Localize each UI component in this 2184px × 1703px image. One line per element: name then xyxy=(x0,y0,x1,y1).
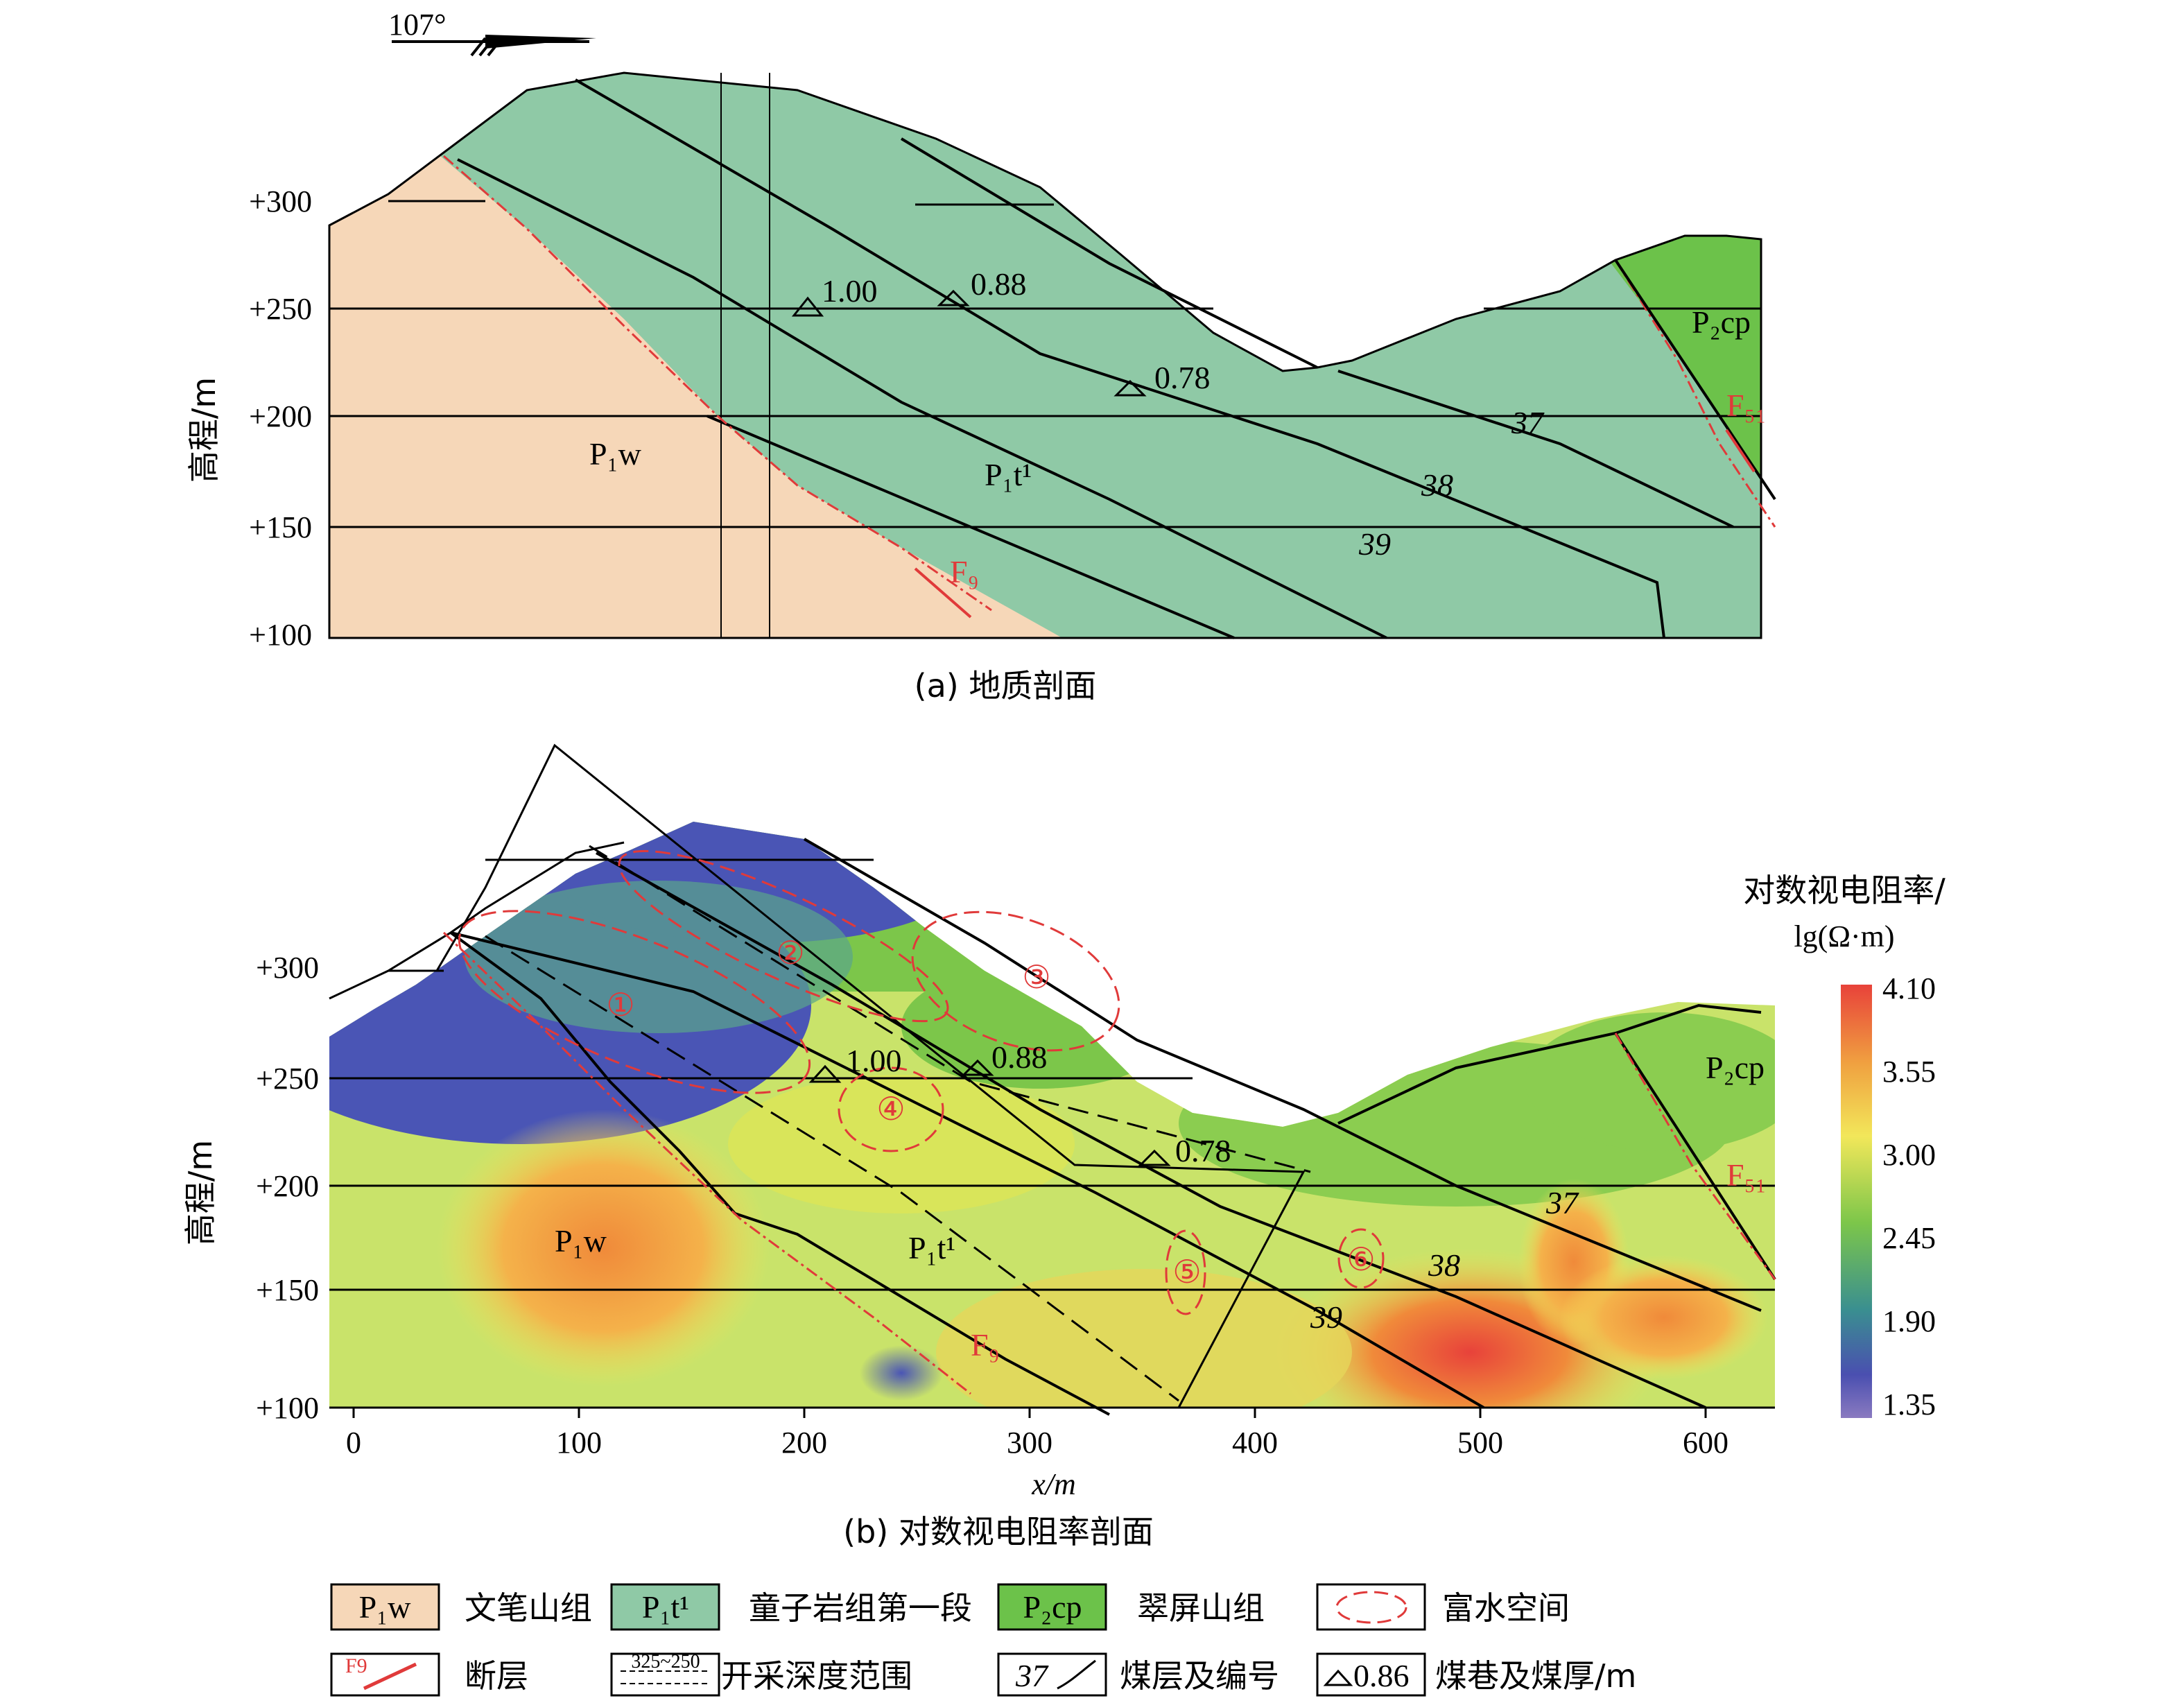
x-tick: 300 xyxy=(1007,1426,1052,1460)
colorbar-tick: 1.35 xyxy=(1882,1388,1936,1421)
legend-label: 煤层及编号 xyxy=(1120,1657,1279,1695)
seam-b-37: 37 xyxy=(1545,1185,1579,1220)
legend-swatch-text: F9 xyxy=(345,1654,367,1677)
zone-label-2: ② xyxy=(776,935,804,971)
legend: P₁w 文笔山组 P₁t¹ 童子岩组第一段 P₂cp 翠屏山组 富水空间 F9 … xyxy=(330,1583,1636,1697)
y-tick: +200 xyxy=(249,399,312,433)
y-tick: +200 xyxy=(256,1169,319,1203)
x-tick: 500 xyxy=(1457,1426,1503,1460)
x-axis-bottom: 0 100 200 300 400 500 600 x/m xyxy=(340,1406,1775,1501)
seam-label-38: 38 xyxy=(1421,467,1453,503)
zone-label-3: ③ xyxy=(1022,960,1050,995)
legend-swatch-text: 0.86 xyxy=(1353,1658,1410,1693)
legend-swatch-text: P₁t¹ xyxy=(642,1589,689,1625)
legend-swatch-text: 37 xyxy=(1015,1658,1049,1693)
roadway-label-b1: 1.00 xyxy=(846,1043,902,1078)
zone-label-5: ⑤ xyxy=(1172,1254,1201,1290)
legend-swatch-p2cp xyxy=(997,1583,1107,1631)
seam-b-39: 39 xyxy=(1310,1299,1342,1335)
formation-label-p2cp: P₂cp xyxy=(1692,304,1751,340)
legend-label: 文笔山组 xyxy=(465,1589,592,1627)
legend-swatch-text: 325~250 xyxy=(631,1651,700,1672)
strike-label: 107° xyxy=(388,8,447,42)
fault-b-f51: F₅₁ xyxy=(1726,1157,1767,1193)
formation-label-p1t1: P₁t¹ xyxy=(985,457,1032,492)
x-tick: 200 xyxy=(781,1426,827,1460)
colorbar-tick: 3.55 xyxy=(1882,1055,1936,1089)
resistivity-section: ① ② ③ ④ ⑤ ⑥ 1.00 0.88 0.78 37 38 39 P₁w … xyxy=(182,743,1945,1550)
p2cp-fill xyxy=(1609,236,1761,499)
geologic-section: 107° xyxy=(185,8,1776,704)
roadway-label-b2: 0.88 xyxy=(991,1039,1048,1075)
colorbar-title-1: 对数视电阻率/ xyxy=(1743,872,1945,909)
caption-b: (b) 对数视电阻率剖面 xyxy=(843,1513,1154,1550)
seam-label-37: 37 xyxy=(1511,405,1545,440)
y-axis-label: 高程/m xyxy=(185,377,223,483)
colorbar-title-2: lg(Ω·m) xyxy=(1794,919,1894,953)
roadway-label-2: 0.88 xyxy=(971,266,1027,302)
legend-swatch-fault xyxy=(330,1652,440,1697)
roadway-label-b3: 0.78 xyxy=(1175,1133,1231,1168)
colorbar-gradient xyxy=(1841,985,1872,1418)
x-tick: 100 xyxy=(556,1426,602,1460)
resistivity-map xyxy=(329,822,1775,1408)
y-tick: +300 xyxy=(256,951,319,985)
fault-f51-line xyxy=(1614,259,1776,528)
legend-swatch-water xyxy=(1316,1583,1426,1631)
legend-swatch-seam xyxy=(997,1652,1107,1697)
colorbar-tick: 3.00 xyxy=(1882,1138,1936,1172)
zone-label-1: ① xyxy=(606,987,634,1023)
fault-b-f9: F₉ xyxy=(971,1327,1000,1363)
legend-label: 断层 xyxy=(465,1657,528,1695)
y-tick: +150 xyxy=(249,510,312,544)
roadway-label-3: 0.78 xyxy=(1154,360,1211,395)
seam-b-38: 38 xyxy=(1428,1247,1460,1283)
zone-label-6: ⑥ xyxy=(1346,1242,1375,1277)
y-axis-bottom: +300 +250 +200 +150 +100 高程/m xyxy=(182,951,319,1425)
y-axis-label-b: 高程/m xyxy=(182,1140,219,1245)
formation-b-p2cp: P₂cp xyxy=(1706,1050,1765,1085)
formation-b-p1t1: P₁t¹ xyxy=(908,1230,955,1265)
y-tick: +100 xyxy=(256,1391,319,1425)
water-zones xyxy=(458,849,1385,1315)
y-tick: +300 xyxy=(249,184,312,218)
colorbar-tick: 4.10 xyxy=(1882,971,1936,1005)
y-tick: +100 xyxy=(249,618,312,652)
x-axis-label: x/m xyxy=(1031,1467,1076,1501)
x-tick: 600 xyxy=(1683,1426,1728,1460)
legend-swatch-text: P₁w xyxy=(359,1589,412,1625)
legend-label: 童子岩组第一段 xyxy=(749,1589,972,1627)
legend-swatch-p1t1 xyxy=(610,1583,720,1631)
roadway-label-1: 1.00 xyxy=(822,273,878,309)
strike-symbol: 107° xyxy=(388,8,596,57)
colorbar: 对数视电阻率/ lg(Ω·m) 4.10 3.55 3.00 2.45 1.90… xyxy=(1743,872,1945,1421)
fault-label-f51: F₅₁ xyxy=(1726,388,1767,423)
legend-swatch-text: P₂cp xyxy=(1023,1589,1082,1625)
y-axis-top: +300 +250 +200 +150 +100 高程/m xyxy=(185,184,312,652)
colorbar-tick: 1.90 xyxy=(1882,1304,1936,1338)
x-tick: 0 xyxy=(346,1426,361,1460)
colorbar-tick: 2.45 xyxy=(1882,1221,1936,1255)
formation-b-p1w: P₁w xyxy=(555,1223,607,1259)
caption-a: (a) 地质剖面 xyxy=(915,667,1097,704)
zone-label-4: ④ xyxy=(876,1091,905,1127)
y-tick: +150 xyxy=(256,1273,319,1307)
formation-label-p1w: P₁w xyxy=(589,436,642,472)
x-tick: 400 xyxy=(1232,1426,1278,1460)
seam-label-39: 39 xyxy=(1358,526,1391,562)
legend-label: 开采深度范围 xyxy=(721,1657,912,1695)
coal-seams xyxy=(457,78,1734,639)
legend-label: 富水空间 xyxy=(1442,1589,1570,1627)
legend-swatch-p1w xyxy=(330,1583,440,1631)
legend-label: 煤巷及煤厚/m xyxy=(1435,1657,1636,1695)
y-tick: +250 xyxy=(256,1062,319,1096)
y-tick: +250 xyxy=(249,292,312,326)
fault-f9-line xyxy=(443,155,992,612)
fault-label-f9: F₉ xyxy=(950,554,979,589)
legend-label: 翠屏山组 xyxy=(1137,1589,1265,1627)
legend-swatch-depth xyxy=(610,1652,720,1697)
